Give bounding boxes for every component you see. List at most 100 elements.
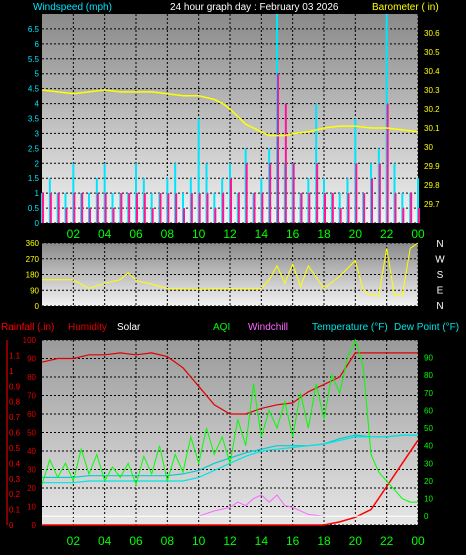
windspeed-tick-label: 0 [35, 219, 40, 228]
humidity-tick-label: 40 [27, 447, 36, 456]
windspeed-tick-label: 4 [35, 100, 40, 109]
aqi-line [41, 338, 418, 503]
x-tick-label: 22 [380, 227, 394, 241]
windchill-label: Windchill [248, 322, 288, 333]
rainfall-tick-label: 0.6 [9, 429, 21, 438]
x-tick-label: 00 [411, 227, 425, 241]
rainfall-line [42, 439, 419, 526]
humidity-tick-label: 20 [27, 484, 36, 493]
temperature-tick-label: 50 [424, 424, 433, 433]
rainfall-label: Rainfall (.in) [1, 322, 54, 333]
barometer-tick-label: 29.7 [424, 200, 440, 209]
x-tick-label: 06 [129, 534, 143, 548]
humidity-tick-label: 80 [27, 373, 36, 382]
compass-label: N [436, 239, 443, 250]
barometer-tick-label: 30.2 [424, 105, 440, 114]
barometer-tick-label: 29.8 [424, 181, 440, 190]
barometer-tick-label: 29.9 [424, 162, 440, 171]
temperature-tick-label: 60 [424, 406, 433, 415]
direction-tick-label: 0 [35, 302, 40, 311]
windspeed-tick-label: 1.5 [28, 174, 40, 183]
solar-label: Solar [117, 322, 141, 333]
x-tick-label: 20 [349, 227, 363, 241]
temperature-tick-label: 90 [424, 354, 433, 363]
humidity-tick-label: 10 [27, 503, 36, 512]
humidity-tick-label: 90 [27, 355, 36, 364]
temperature-tick-label: 30 [424, 459, 433, 468]
windspeed-tick-label: 5 [35, 70, 40, 79]
barometer-tick-label: 30.1 [424, 124, 440, 133]
rainfall-tick-label: 0.7 [9, 413, 21, 422]
aqi-label: AQI [213, 322, 230, 333]
dew-point-label: Dew Point (°F) [394, 322, 459, 333]
temperature-series [41, 338, 419, 526]
x-tick-label: 12 [223, 227, 237, 241]
compass-label: N [436, 301, 443, 312]
temperature-tick-label: 80 [424, 371, 433, 380]
rainfall-tick-label: 0.2 [9, 490, 21, 499]
x-tick-label: 10 [192, 227, 206, 241]
windspeed-tick-label: 2.5 [28, 144, 40, 153]
x-tick-label: 14 [255, 534, 269, 548]
temperature-tick-label: 0 [424, 512, 429, 521]
barometer-tick-label: 30.4 [424, 67, 440, 76]
humidity-tick-label: 100 [23, 336, 37, 345]
humidity-axis-ticks: 0 10 20 30 40 50 60 70 80 90 100 [23, 336, 37, 530]
direction-tick-label: 270 [26, 255, 40, 264]
barometer-axis-label: Barometer ( in) [372, 2, 439, 13]
windspeed-tick-label: 3 [35, 129, 40, 138]
barometer-tick-label: 30.3 [424, 86, 440, 95]
rainfall-tick-label: 0 [9, 521, 14, 530]
temperature-line [42, 434, 418, 478]
x-tick-label: 02 [67, 227, 81, 241]
windspeed-tick-label: 2 [35, 159, 40, 168]
windspeed-tick-label: 6 [35, 40, 40, 49]
windspeed-tick-label: 5.5 [28, 55, 40, 64]
temperature-tick-label: 40 [424, 442, 433, 451]
direction-tick-label: 90 [30, 286, 39, 295]
x-tick-label: 18 [317, 227, 331, 241]
rainfall-tick-label: 1 [9, 367, 14, 376]
temperature-axis-ticks: 0 10 20 30 40 50 60 70 80 90 [424, 354, 433, 522]
barometer-tick-label: 30 [424, 143, 433, 152]
rainfall-tick-label: 0.9 [9, 382, 21, 391]
x-tick-label: 04 [98, 534, 112, 548]
compass-label: E [437, 286, 444, 297]
chart-title: 24 hour graph day : February 03 2026 [170, 2, 339, 13]
direction-plot-grid [42, 242, 419, 307]
x-tick-label: 14 [255, 227, 269, 241]
wind-bars [41, 14, 420, 223]
windspeed-tick-label: 3.5 [28, 115, 40, 124]
x-tick-label: 08 [161, 534, 175, 548]
windspeed-tick-label: 4.5 [28, 85, 40, 94]
x-tick-label: 22 [380, 534, 394, 548]
temperature-tick-label: 70 [424, 389, 433, 398]
humidity-tick-label: 70 [27, 392, 36, 401]
humidity-tick-label: 0 [32, 521, 37, 530]
humidity-line [41, 352, 418, 415]
compass-label: S [437, 270, 444, 281]
x-tick-label: 20 [349, 534, 363, 548]
rainfall-tick-label: 0.8 [9, 398, 21, 407]
windspeed-tick-label: 1 [35, 189, 40, 198]
x-tick-label: 04 [98, 227, 112, 241]
rainfall-tick-label: 0.5 [9, 444, 21, 453]
windchill-line [198, 494, 325, 517]
windspeed-axis-label: Windspeed (mph) [33, 2, 112, 13]
rainfall-tick-label: 0.1 [9, 506, 21, 515]
rainfall-tick-label: 1.1 [9, 351, 21, 360]
x-tick-label: 08 [161, 227, 175, 241]
windspeed-tick-label: 6.5 [28, 25, 40, 34]
barometer-tick-label: 30.5 [424, 48, 440, 57]
barometer-tick-label: 30.6 [424, 29, 440, 38]
wind-direction-line [42, 242, 419, 296]
temperature-tick-label: 10 [424, 495, 433, 504]
windspeed-axis-ticks: 0 0.5 1 1.5 2 2.5 3 3.5 4 4.5 5 5.5 6 6.5 [28, 25, 40, 228]
rainfall-tick-label: 0.4 [9, 459, 21, 468]
direction-axis-ticks: 0 90 180 270 360 [26, 239, 40, 311]
temperature-x-axis-ticks: 02 04 06 08 10 12 14 16 18 20 22 00 [67, 534, 425, 548]
humidity-tick-label: 50 [27, 429, 36, 438]
rainfall-axis-ticks: 0 0.1 0.2 0.3 0.4 0.5 0.6 0.7 0.8 0.9 1 1.1 [9, 351, 21, 530]
